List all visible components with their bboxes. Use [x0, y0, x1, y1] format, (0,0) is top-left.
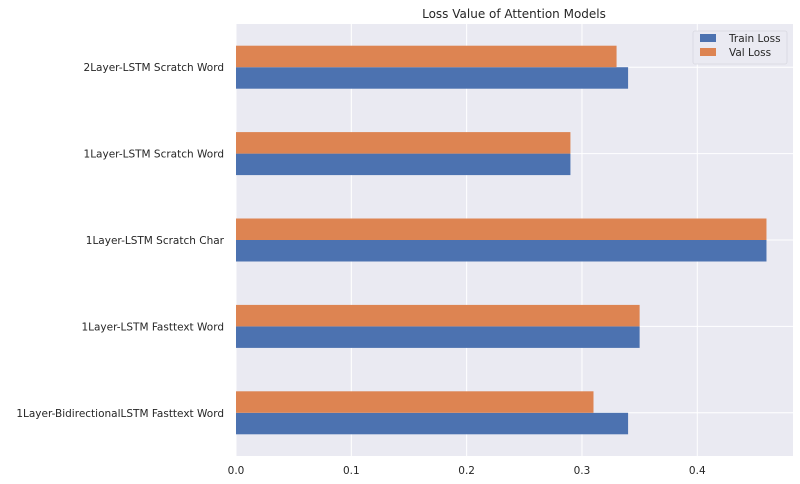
- y-tick-labels: 1Layer-BidirectionalLSTM Fasttext Word 1L…: [16, 62, 224, 420]
- x-tick-label: 0.4: [689, 465, 706, 477]
- bar-train-loss: [236, 67, 629, 89]
- chart-title: Loss Value of Attention Models: [422, 7, 606, 21]
- bar-val-loss: [236, 132, 571, 154]
- legend-box: [692, 30, 788, 65]
- y-tick-label: 1Layer-LSTM Scratch Char: [86, 235, 225, 247]
- y-tick-label: 1Layer-BidirectionalLSTM Fasttext Word: [16, 408, 224, 420]
- y-tick-label: 1Layer-LSTM Fasttext Word: [81, 321, 224, 333]
- legend-label-train-loss: Train Loss: [728, 33, 781, 45]
- x-tick-label: 0.0: [228, 465, 245, 477]
- x-tick-label: 0.3: [574, 465, 591, 477]
- legend: Train Loss Val Loss: [692, 30, 788, 65]
- bar-val-loss: [236, 218, 767, 240]
- x-tick-labels: 0.0 0.1 0.2 0.3 0.4: [228, 465, 706, 477]
- legend-swatch-train-loss: [700, 34, 716, 42]
- x-tick-label: 0.1: [343, 465, 360, 477]
- bar-train-loss: [236, 240, 767, 262]
- bar-train-loss: [236, 412, 629, 435]
- bar-train-loss: [236, 153, 571, 176]
- bar-val-loss: [236, 391, 594, 413]
- bar-val-loss: [236, 304, 640, 327]
- bar-train-loss: [236, 326, 640, 348]
- bars: [236, 45, 767, 435]
- x-tick-label: 0.2: [458, 465, 475, 477]
- y-tick-label: 2Layer-LSTM Scratch Word: [84, 62, 224, 74]
- legend-label-val-loss: Val Loss: [729, 47, 771, 59]
- bar-val-loss: [236, 45, 617, 68]
- legend-swatch-val-loss: [700, 48, 716, 56]
- y-tick-label: 1Layer-LSTM Scratch Word: [84, 149, 224, 161]
